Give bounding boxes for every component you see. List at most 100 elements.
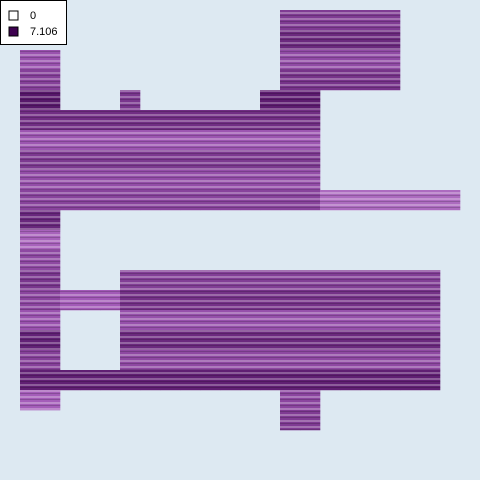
stripe-overlay	[280, 350, 301, 371]
stripe-overlay	[200, 290, 221, 311]
stripe-overlay	[220, 350, 241, 371]
stripe-overlay	[260, 90, 281, 111]
stripe-overlay	[20, 70, 41, 91]
stripe-overlay	[280, 330, 301, 351]
stripe-overlay	[40, 230, 61, 251]
stripe-overlay	[220, 290, 241, 311]
stripe-overlay	[300, 90, 321, 111]
stripe-overlay	[280, 10, 301, 31]
stripe-overlay	[20, 350, 41, 371]
stripe-overlay	[100, 170, 121, 191]
stripe-overlay	[360, 310, 381, 331]
stripe-overlay	[140, 190, 161, 211]
stripe-overlay	[140, 130, 161, 151]
stripe-overlay	[40, 90, 61, 111]
stripe-overlay	[340, 350, 361, 371]
stripe-overlay	[180, 190, 201, 211]
stripe-overlay	[180, 290, 201, 311]
stripe-overlay	[160, 110, 181, 131]
stripe-overlay	[160, 370, 181, 391]
stripe-overlay	[240, 330, 261, 351]
stripe-overlay	[300, 30, 321, 51]
stripe-overlay	[40, 170, 61, 191]
legend: 0 7.106	[0, 0, 67, 45]
stripe-overlay	[20, 150, 41, 171]
stripe-overlay	[260, 190, 281, 211]
stripe-overlay	[180, 150, 201, 171]
stripe-overlay	[40, 70, 61, 91]
stripe-overlay	[220, 270, 241, 291]
stripe-overlay	[380, 70, 401, 91]
stripe-overlay	[120, 110, 141, 131]
stripe-overlay	[280, 130, 301, 151]
stripe-overlay	[120, 290, 141, 311]
stripe-overlay	[320, 330, 341, 351]
stripe-overlay	[20, 290, 41, 311]
stripe-overlay	[180, 170, 201, 191]
stripe-overlay	[380, 350, 401, 371]
stripe-overlay	[20, 130, 41, 151]
stripe-overlay	[40, 330, 61, 351]
stripe-overlay	[240, 310, 261, 331]
stripe-overlay	[200, 130, 221, 151]
stripe-overlay	[300, 290, 321, 311]
stripe-overlay	[280, 370, 301, 391]
stripe-overlay	[20, 310, 41, 331]
stripe-overlay	[280, 110, 301, 131]
stripe-overlay	[140, 330, 161, 351]
stripe-overlay	[20, 390, 41, 411]
legend-label: 7.106	[30, 26, 58, 38]
stripe-overlay	[80, 150, 101, 171]
stripe-overlay	[20, 250, 41, 271]
stripe-overlay	[140, 350, 161, 371]
stripe-overlay	[220, 190, 241, 211]
stripe-overlay	[140, 110, 161, 131]
stripe-overlay	[380, 370, 401, 391]
stripe-overlay	[220, 170, 241, 191]
stripe-overlay	[260, 110, 281, 131]
stripe-overlay	[40, 150, 61, 171]
stripe-overlay	[100, 110, 121, 131]
stripe-overlay	[80, 190, 101, 211]
stripe-overlay	[300, 350, 321, 371]
stripe-overlay	[260, 370, 281, 391]
stripe-overlay	[280, 290, 301, 311]
stripe-overlay	[420, 190, 441, 211]
stripe-overlay	[300, 150, 321, 171]
stripe-overlay	[40, 130, 61, 151]
stripe-overlay	[300, 170, 321, 191]
stripe-overlay	[100, 370, 121, 391]
stripe-overlay	[320, 310, 341, 331]
stripe-overlay	[340, 50, 361, 71]
legend-box	[0, 0, 67, 45]
stripe-overlay	[40, 310, 61, 331]
stripe-overlay	[280, 70, 301, 91]
stripe-overlay	[160, 130, 181, 151]
stripe-overlay	[220, 370, 241, 391]
legend-swatch	[8, 10, 19, 21]
stripe-overlay	[380, 270, 401, 291]
stripe-overlay	[320, 30, 341, 51]
stripe-overlay	[120, 170, 141, 191]
stripe-overlay	[420, 350, 441, 371]
stripe-overlay	[120, 130, 141, 151]
stripe-overlay	[240, 350, 261, 371]
stripe-overlay	[160, 270, 181, 291]
stripe-overlay	[80, 370, 101, 391]
stripe-overlay	[320, 350, 341, 371]
stripe-overlay	[200, 330, 221, 351]
stripe-overlay	[180, 310, 201, 331]
stripe-overlay	[360, 190, 381, 211]
stripe-overlay	[160, 150, 181, 171]
stripe-overlay	[360, 290, 381, 311]
stripe-overlay	[60, 110, 81, 131]
stripe-overlay	[280, 90, 301, 111]
stripe-overlay	[40, 250, 61, 271]
stripe-overlay	[40, 210, 61, 231]
stripe-overlay	[380, 50, 401, 71]
stripe-overlay	[360, 350, 381, 371]
stripe-overlay	[300, 130, 321, 151]
stripe-overlay	[160, 350, 181, 371]
stripe-overlay	[200, 370, 221, 391]
